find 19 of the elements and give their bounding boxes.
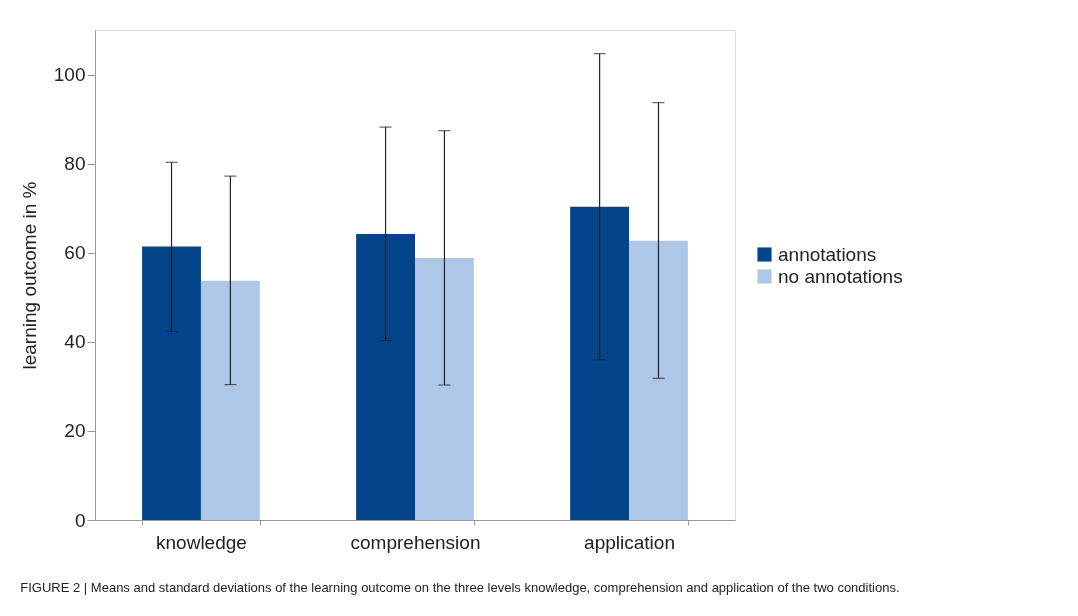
y-tick-label: 40 — [64, 331, 86, 353]
x-tick-label: comprehension — [350, 531, 481, 553]
x-tick-label: application — [584, 531, 675, 553]
bar — [570, 206, 630, 520]
bar — [142, 246, 201, 520]
y-tick-label: 60 — [64, 242, 86, 264]
x-tick-label: knowledge — [156, 531, 247, 553]
legend-label: annotations — [778, 243, 877, 265]
bar — [356, 234, 415, 520]
bar — [200, 280, 260, 520]
bar — [415, 258, 474, 520]
y-tick-label: 0 — [74, 509, 86, 531]
bar — [629, 240, 688, 520]
legend-label: no annotations — [778, 265, 903, 287]
y-tick-label: 100 — [53, 64, 86, 86]
caption: FIGURE 2 | Means and standard deviations of the learning outcome on the three levels knowledge, comprehension and application of the two conditions. — [20, 580, 900, 595]
y-axis-title: learning outcome in % — [18, 181, 40, 370]
y-tick-label: 20 — [64, 420, 86, 442]
y-tick-label: 80 — [64, 153, 86, 175]
